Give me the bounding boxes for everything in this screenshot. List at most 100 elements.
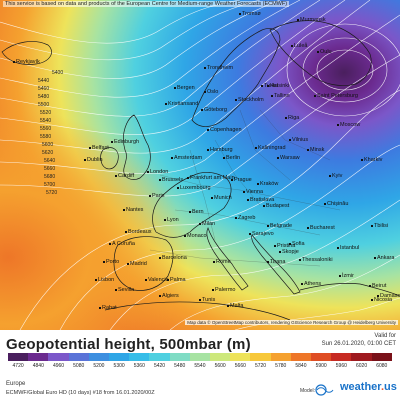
contour-label: 5400	[52, 70, 64, 76]
legend-swatch	[28, 353, 49, 361]
city-label: Zagreb	[235, 215, 255, 221]
model-run-info: ECMWF/Global Euro HD (10 days) #18 from …	[6, 390, 155, 396]
city-label: Luxembourg	[177, 185, 211, 191]
city-label: Kaliningrad	[255, 145, 286, 151]
city-label: Nantes	[123, 207, 143, 213]
valid-for-label: Valid for	[374, 333, 396, 339]
city-label: Rabat	[99, 305, 117, 311]
logo-tld: us	[384, 381, 397, 393]
weather-map[interactable]: This service is based on data and produc…	[0, 0, 400, 330]
city-label: Kharkiv	[361, 157, 382, 163]
city-label: Skopje	[279, 249, 299, 255]
legend-swatch	[290, 353, 312, 361]
city-label: Reykjavík	[13, 59, 40, 65]
contour-label: 5540	[40, 118, 52, 124]
legend-swatch	[68, 353, 89, 361]
legend-swatch	[109, 353, 130, 361]
city-label: Paris	[149, 193, 165, 199]
city-label: Berlin	[223, 155, 240, 161]
legend-tick: 5080	[73, 363, 85, 369]
city-label: Chișinău	[324, 201, 348, 207]
city-label: Belgrade	[267, 223, 292, 229]
legend-swatch	[351, 353, 372, 361]
ecmwf-notice: This service is based on data and produc…	[3, 1, 290, 7]
ecmwf-logo-icon	[315, 384, 334, 396]
city-label: Kristiansand	[165, 101, 198, 107]
logo-brand: weather	[340, 381, 381, 393]
city-label: Tbilisi	[371, 223, 388, 229]
contour-label: 5500	[38, 102, 50, 108]
city-label: Amsterdam	[171, 155, 202, 161]
city-label: Bratislava	[247, 197, 274, 203]
city-label: London	[147, 169, 168, 175]
city-label: Oulu	[317, 49, 332, 55]
legend-tick: 4840	[32, 363, 44, 369]
contour-label: 5520	[40, 110, 52, 116]
city-label: Barcelona	[159, 255, 187, 261]
legend-swatch	[270, 353, 291, 361]
city-label: Copenhagen	[207, 127, 242, 133]
city-label: Minsk	[307, 147, 324, 153]
city-label: Madrid	[127, 261, 147, 267]
legend-tick: 5480	[174, 363, 186, 369]
legend-swatch	[88, 353, 110, 361]
city-label: Tromsø	[239, 11, 261, 17]
city-label: Valencia	[145, 277, 169, 283]
city-label: Vienna	[243, 189, 263, 195]
logo-dot: .	[380, 381, 385, 393]
city-label: Kraków	[257, 181, 278, 187]
city-label: Tirana	[267, 259, 285, 265]
legend-swatch	[169, 353, 190, 361]
legend-swatch	[48, 353, 69, 361]
city-label: Kyiv	[329, 173, 342, 179]
legend-tick-labels: 4720 4840 4960 5080 5200 5300 5360 5420 5480 5540…	[8, 363, 392, 369]
city-label: Algiers	[159, 293, 179, 299]
legend-swatch	[331, 353, 352, 361]
legend-tick: 4960	[52, 363, 65, 369]
contour-label: 5580	[40, 134, 52, 140]
city-label: Milan	[199, 221, 215, 227]
legend-tick: 5660	[234, 363, 246, 369]
city-label: Bergen	[174, 85, 195, 91]
city-label: Helsinki	[267, 83, 289, 89]
legend-tick: 5960	[335, 363, 347, 369]
weatherus-logo[interactable]: weather.us	[340, 381, 397, 393]
city-label: Thessaloniki	[299, 257, 333, 263]
map-attribution[interactable]: Map data © OpenStreetMap contributors, r…	[185, 320, 398, 325]
legend-swatch	[311, 353, 332, 361]
city-label: Bucharest	[307, 225, 335, 231]
valid-time: Sun 26.01.2020, 01:00 CET	[321, 341, 396, 347]
legend-tick: 5900	[315, 363, 327, 369]
city-label: Hamburg	[207, 147, 233, 153]
city-label: Rome	[213, 259, 231, 265]
legend-swatch	[371, 353, 392, 361]
city-label: A Coruña	[109, 241, 135, 247]
city-label: Palermo	[212, 287, 235, 293]
legend-tick: 5420	[153, 363, 166, 369]
contour-label: 5700	[44, 182, 56, 188]
city-label: Edinburgh	[111, 139, 139, 145]
contour-label: 5720	[46, 190, 58, 196]
contour-label: 5660	[44, 166, 56, 172]
city-label: Istanbul	[337, 245, 359, 251]
contour-label: 5460	[38, 86, 50, 92]
city-label: Sarajevo	[249, 231, 274, 237]
city-label: Monaco	[184, 233, 207, 239]
city-label: Lyon	[164, 217, 179, 223]
city-label: Brussels	[159, 177, 183, 183]
contour-label: 5620	[42, 150, 54, 156]
contour-label: 5600	[42, 142, 54, 148]
contour-label: 5640	[44, 158, 56, 164]
contour-label: 5440	[38, 78, 50, 84]
city-label: Beirut	[369, 283, 386, 289]
city-label: Ankara	[374, 255, 394, 261]
city-label: Moscow	[337, 122, 360, 128]
city-label: Prague	[231, 177, 252, 183]
legend-swatch	[129, 353, 150, 361]
legend-tick: 5840	[295, 363, 307, 369]
city-label: Pristina	[274, 243, 295, 249]
city-label: Bordeaux	[125, 229, 152, 235]
legend-tick: 5540	[194, 363, 206, 369]
city-label: Murmansk	[297, 17, 326, 23]
legend-tick: 5720	[254, 363, 267, 369]
